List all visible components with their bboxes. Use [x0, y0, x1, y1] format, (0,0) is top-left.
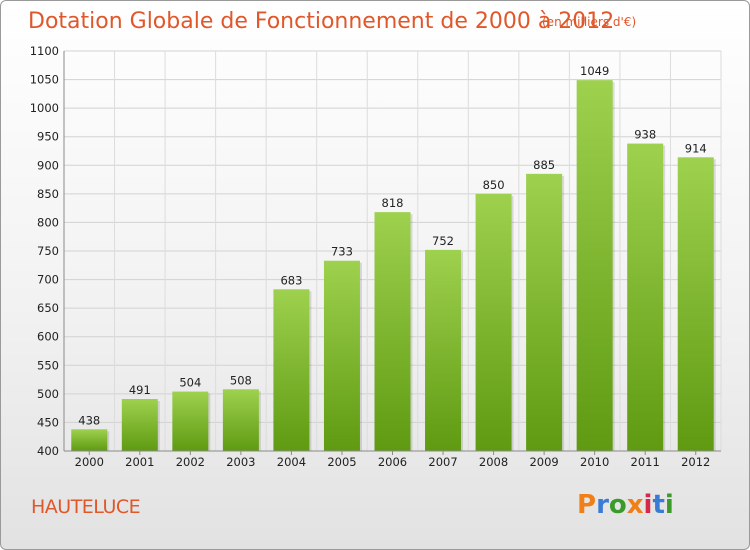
bar	[677, 157, 714, 452]
data-label: 914	[685, 141, 707, 155]
x-tick-label: 2006	[378, 455, 407, 469]
bar	[576, 80, 613, 452]
y-tick-label: 800	[37, 215, 59, 229]
y-tick-label: 550	[37, 358, 59, 372]
bar	[374, 212, 411, 451]
y-tick-label: 850	[37, 187, 59, 201]
bar	[273, 289, 310, 451]
y-tick-label: 750	[37, 244, 59, 258]
data-label: 752	[432, 234, 454, 248]
logo-letter: o	[608, 490, 627, 520]
x-tick-label: 2000	[75, 455, 104, 469]
x-tick-label: 2005	[327, 455, 356, 469]
x-tick-label: 2011	[631, 455, 660, 469]
data-label: 438	[78, 413, 100, 427]
bar	[425, 249, 462, 451]
data-label: 938	[634, 128, 656, 142]
x-tick-label: 2008	[479, 455, 508, 469]
data-label: 850	[483, 178, 505, 192]
data-label: 508	[230, 373, 252, 387]
y-tick-label: 500	[37, 387, 59, 401]
bar	[172, 391, 209, 451]
x-tick-label: 2009	[529, 455, 558, 469]
data-label: 683	[280, 273, 302, 287]
logo-letter: i	[643, 490, 653, 520]
y-tick-label: 700	[37, 273, 59, 287]
data-label: 885	[533, 158, 555, 172]
bar	[526, 173, 563, 451]
data-label: 504	[179, 376, 201, 390]
chart-title: Dotation Globale de Fonctionnement de 20…	[28, 9, 615, 34]
x-tick-label: 2012	[681, 455, 710, 469]
data-label: 733	[331, 245, 353, 259]
y-tick-label: 1100	[30, 44, 59, 58]
x-tick-label: 2007	[428, 455, 457, 469]
proxiti-logo: Proxiti	[577, 490, 674, 520]
logo-letter: t	[652, 490, 665, 520]
bar	[222, 389, 259, 451]
x-tick-label: 2010	[580, 455, 609, 469]
x-tick-label: 2003	[226, 455, 255, 469]
logo-letter: P	[577, 490, 597, 520]
data-label: 1049	[580, 64, 609, 78]
y-tick-label: 650	[37, 301, 59, 315]
bar	[121, 399, 158, 451]
y-tick-label: 1000	[30, 101, 59, 115]
x-tick-label: 2001	[125, 455, 154, 469]
y-tick-label: 950	[37, 130, 59, 144]
bar	[475, 193, 512, 451]
bar	[323, 260, 360, 451]
y-tick-label: 900	[37, 158, 59, 172]
x-tick-label: 2004	[277, 455, 306, 469]
y-tick-label: 450	[37, 415, 59, 429]
y-tick-label: 1050	[30, 73, 59, 87]
x-tick-label: 2002	[176, 455, 205, 469]
data-label: 491	[129, 383, 151, 397]
bar	[71, 429, 108, 451]
commune-name: HAUTELUCE	[31, 496, 141, 518]
logo-letter: r	[596, 490, 609, 520]
chart-subtitle: (en milliers d'€)	[542, 15, 637, 29]
data-label: 818	[382, 196, 404, 210]
logo-letter: i	[664, 490, 674, 520]
y-tick-label: 400	[37, 444, 59, 458]
logo-letter: x	[626, 490, 644, 520]
bar	[627, 143, 664, 452]
y-tick-label: 600	[37, 330, 59, 344]
